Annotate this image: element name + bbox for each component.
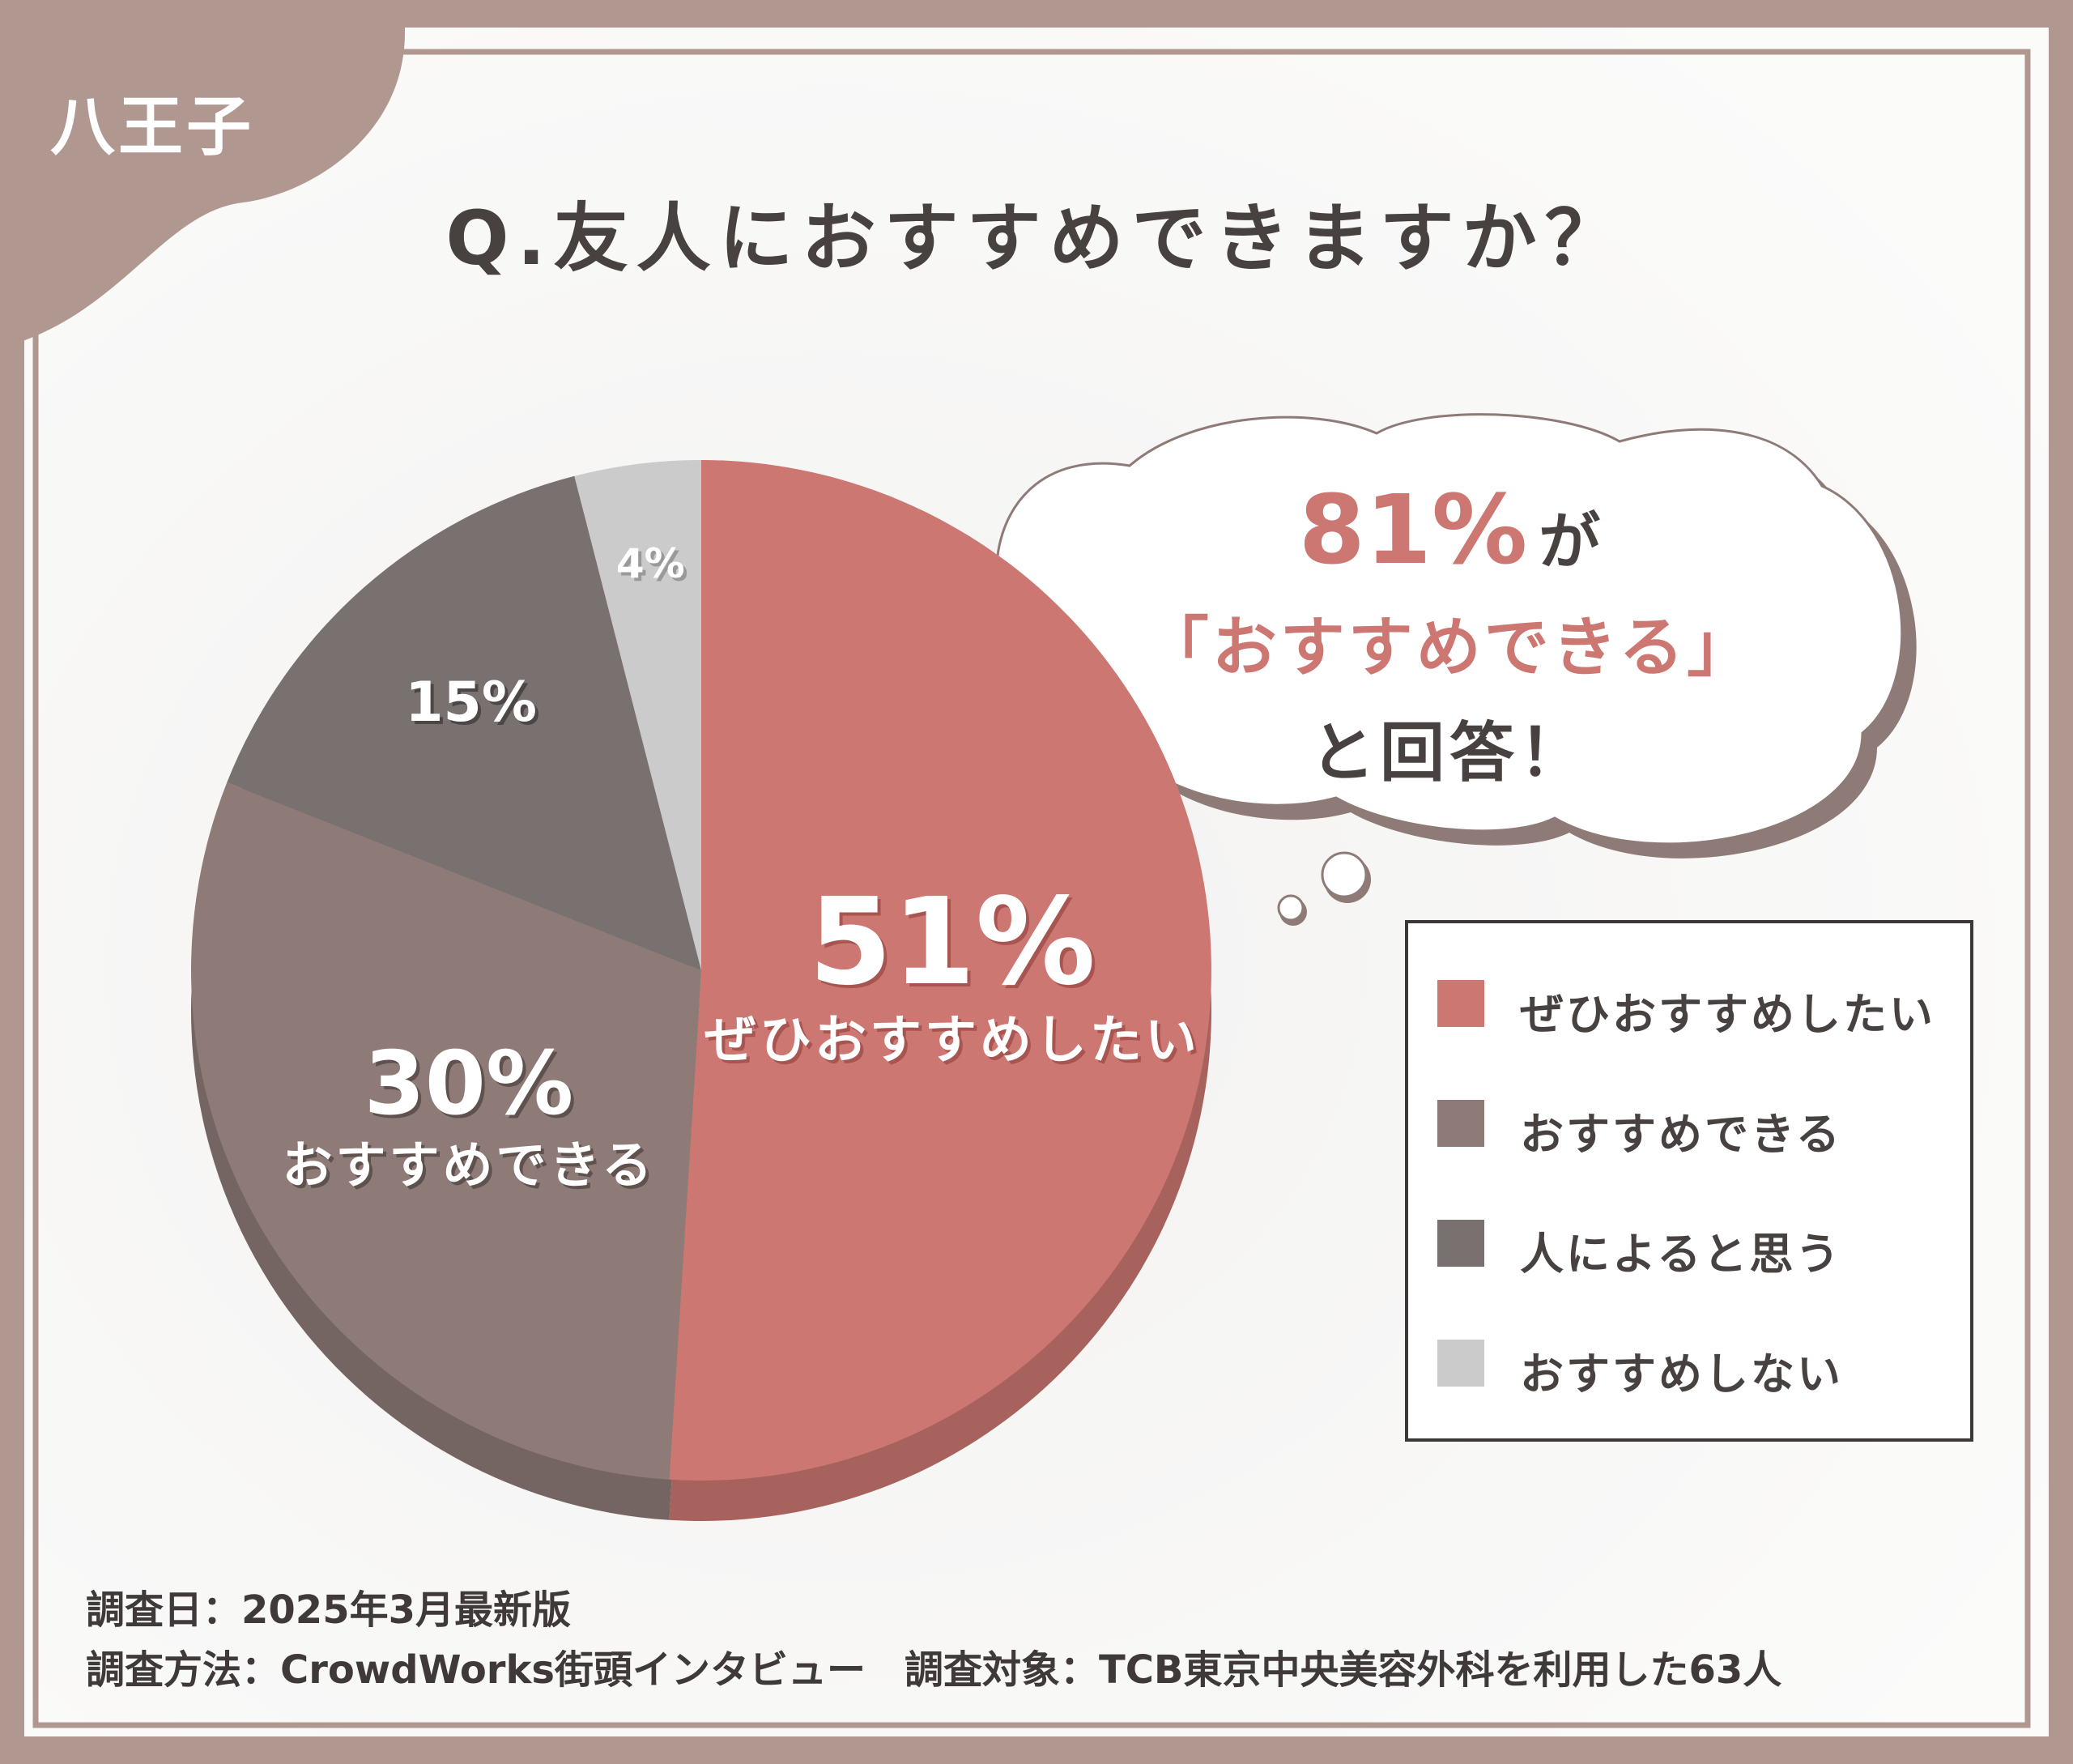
thought-bubble bbox=[994, 413, 1917, 926]
footer-survey-method: 調査方法：CrowdWorks街頭インタビュー 調査対象：TCB東京中央美容外科… bbox=[86, 1647, 1782, 1693]
pie-slice bbox=[574, 460, 701, 970]
callout-quote: 「おすすめできる」 bbox=[1143, 610, 1756, 685]
pie-slice-label: 4% bbox=[326, 542, 974, 586]
pie-value-label: 51% bbox=[808, 871, 1096, 1012]
legend-label: おすすめしない bbox=[1520, 1349, 1843, 1400]
legend-swatch bbox=[1437, 980, 1484, 1027]
pie-slice bbox=[227, 475, 701, 970]
corner-badge-shape bbox=[0, 0, 405, 348]
question-title: Q.友人におすすめできますか？ bbox=[445, 195, 1628, 282]
pie-caption-label: おすすめできる bbox=[282, 1135, 656, 1195]
pie-caption-label: ぜひおすすめしたい bbox=[704, 1011, 1200, 1072]
thought-dot-small bbox=[1277, 894, 1305, 922]
inner-frame bbox=[32, 49, 2031, 1728]
thought-dot-large bbox=[1321, 851, 1368, 898]
callout-particle: が bbox=[1539, 505, 1601, 577]
pie-value-label: 30% bbox=[364, 1033, 574, 1135]
legend: ぜひおすすめしたい おすすめできる 人によると思う おすすめしない bbox=[1405, 920, 1973, 1442]
legend-label: ぜひおすすめしたい bbox=[1520, 989, 1935, 1040]
pie-slice-label: 51% ぜひおすすめしたい bbox=[628, 876, 1276, 1076]
callout-suffix: と回答！ bbox=[1310, 715, 1589, 790]
pie-slice bbox=[669, 460, 1211, 1481]
pie-slice-label: 30% おすすめできる bbox=[145, 1033, 793, 1198]
callout-percent: 81% bbox=[1298, 474, 1528, 586]
legend-swatch bbox=[1437, 1340, 1484, 1387]
region-badge: 八王子 bbox=[50, 89, 254, 164]
pie-value-label: 15% bbox=[405, 671, 537, 735]
legend-swatch bbox=[1437, 1100, 1484, 1147]
pie-slice bbox=[191, 782, 701, 1480]
footer-survey-date: 調査日：2025年3月最新版 bbox=[86, 1587, 571, 1633]
pie-slice-label: 15% bbox=[147, 671, 795, 735]
legend-label: おすすめできる bbox=[1520, 1109, 1842, 1160]
legend-label: 人によると思う bbox=[1520, 1229, 1842, 1280]
legend-swatch bbox=[1437, 1220, 1484, 1267]
pie-value-label: 4% bbox=[615, 540, 685, 588]
pie-chart bbox=[190, 460, 1212, 1522]
callout-line-1: 81% が bbox=[1008, 474, 1891, 586]
